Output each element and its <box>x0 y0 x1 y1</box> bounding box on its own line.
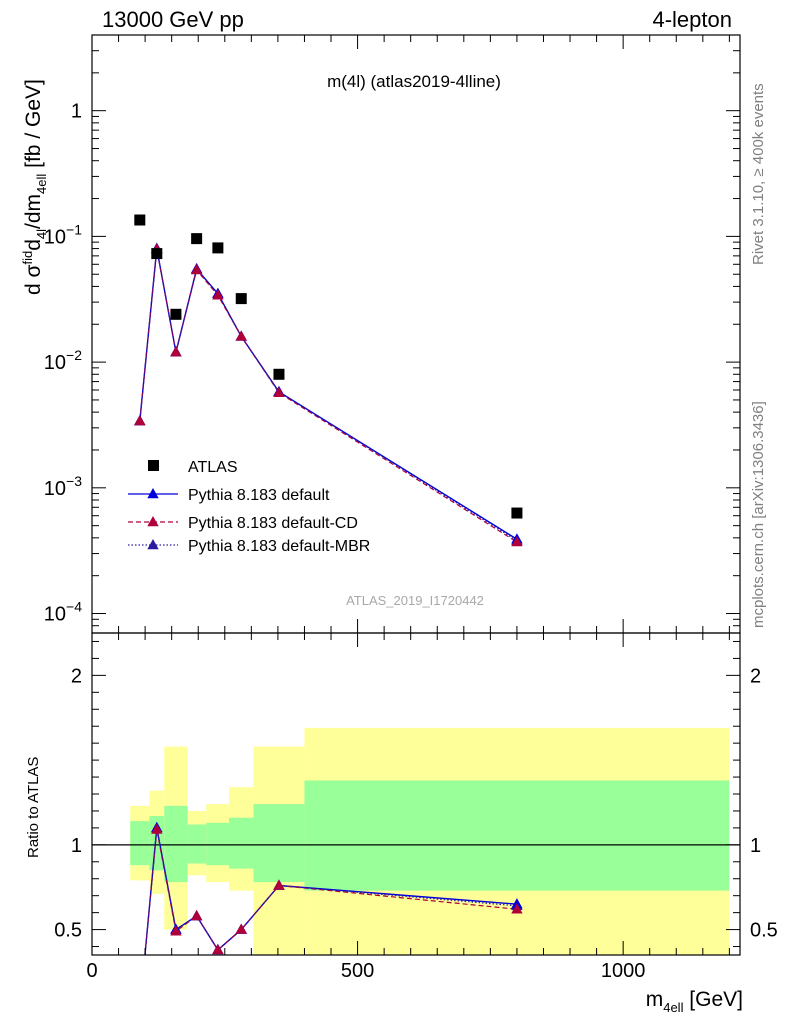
series-line-3 <box>139 248 518 542</box>
ratio-series <box>144 821 523 955</box>
x-tick-label: 500 <box>341 960 374 982</box>
ratio-line-2 <box>144 829 517 955</box>
y-tick-label-ratio-right: 1 <box>750 835 761 857</box>
series-line-2 <box>139 249 518 543</box>
legend: ATLAS Pythia 8.183 default Pythia 8.183 de… <box>128 459 370 555</box>
ratio-line-3 <box>144 827 517 955</box>
green-band <box>229 817 254 869</box>
y-tick-label-ratio-left: 1 <box>71 835 82 857</box>
green-band <box>164 805 188 883</box>
series-marker-2 <box>170 346 182 357</box>
x-tick-label: 0 <box>86 960 97 982</box>
ratio-marker-2 <box>170 925 182 936</box>
side-text-rivet: Rivet 3.1.10, ≥ 400k events <box>750 83 767 265</box>
legend-marker-triangle <box>147 516 159 527</box>
legend-marker-square <box>148 460 159 471</box>
header-left: 13000 GeV pp <box>102 7 244 32</box>
x-axis-title: m4ell [GeV] <box>646 988 743 1015</box>
atlas-point <box>191 233 203 245</box>
series-marker-2 <box>273 386 285 397</box>
ratio-marker-2 <box>273 879 285 890</box>
atlas-point <box>170 308 182 320</box>
legend-item: Pythia 8.183 default <box>128 487 330 504</box>
y-tick-label-main: 10−4 <box>44 599 82 626</box>
y-tick-label-main: 1 <box>71 101 82 123</box>
legend-label: ATLAS <box>188 459 238 476</box>
legend-item: Pythia 8.183 default-CD <box>128 515 358 532</box>
legend-marker-triangle <box>147 539 159 550</box>
series-marker-2 <box>235 330 247 341</box>
series-marker-2 <box>212 289 224 300</box>
y-tick-label-ratio-left: 0.5 <box>54 920 82 942</box>
ratio-plot-frame: 0.5 0.5 1 1 2 2 <box>54 632 778 956</box>
atlas-point <box>273 368 285 380</box>
y-tick-label-main: 10−2 <box>44 347 82 374</box>
atlas-point <box>235 293 247 305</box>
green-band <box>187 824 207 864</box>
green-band <box>206 822 230 866</box>
atlas-point <box>212 242 224 254</box>
series-marker-2 <box>190 264 203 275</box>
series-marker-2 <box>511 536 523 547</box>
y-tick-label-main: 10−1 <box>44 221 82 248</box>
atlas-point <box>511 507 523 519</box>
legend-label: Pythia 8.183 default-CD <box>188 515 358 532</box>
legend-item: ATLAS <box>148 459 238 476</box>
y-ticks-main: 1 10−1 10−2 10−3 10−4 <box>44 34 740 634</box>
y-axis-title-main: d σfidd4l/dm4ell [fb / GeV] <box>20 79 49 295</box>
y-ticks-ratio: 0.5 0.5 1 1 2 2 <box>54 640 778 948</box>
ratio-marker-2 <box>151 823 163 834</box>
atlas-data <box>134 214 523 519</box>
watermark: ATLAS_2019_I1720442 <box>346 593 484 608</box>
x-tick-label: 1000 <box>601 960 646 982</box>
green-band <box>253 804 305 883</box>
ratio-bands <box>130 727 730 955</box>
side-text-mcplots: mcplots.cern.ch [arXiv:1306.3436] <box>750 401 767 628</box>
atlas-point <box>151 248 163 260</box>
green-band <box>130 821 150 866</box>
plot-title-text: m(4l) (atlas2019-4lline) <box>327 72 501 91</box>
green-band <box>304 780 730 891</box>
legend-label: Pythia 8.183 default-MBR <box>188 538 370 555</box>
ratio-marker-2 <box>235 923 247 934</box>
y-axis-title-ratio: Ratio to ATLAS <box>25 757 42 858</box>
plot-title: m(4l) (atlas2019-4lline) <box>327 72 501 91</box>
legend-item: Pythia 8.183 default-MBR <box>128 538 370 555</box>
ratio-marker-2 <box>190 910 203 921</box>
main-series <box>134 242 523 547</box>
legend-label: Pythia 8.183 default <box>188 487 330 504</box>
atlas-point <box>134 214 146 226</box>
y-tick-label-ratio-right: 0.5 <box>750 920 778 942</box>
y-tick-label-main: 10−3 <box>44 473 82 500</box>
series-marker-2 <box>134 415 146 426</box>
x-ticks: 0 500 1000 <box>86 35 730 982</box>
ratio-marker-2 <box>511 903 523 914</box>
main-plot-frame: 1 10−1 10−2 10−3 10−4 <box>44 34 741 634</box>
header-right: 4-lepton <box>652 7 732 32</box>
y-tick-label-ratio-left: 2 <box>71 665 82 687</box>
legend-marker-triangle <box>147 488 159 499</box>
y-tick-label-ratio-right: 2 <box>750 665 761 687</box>
ratio-marker-2 <box>212 943 224 955</box>
